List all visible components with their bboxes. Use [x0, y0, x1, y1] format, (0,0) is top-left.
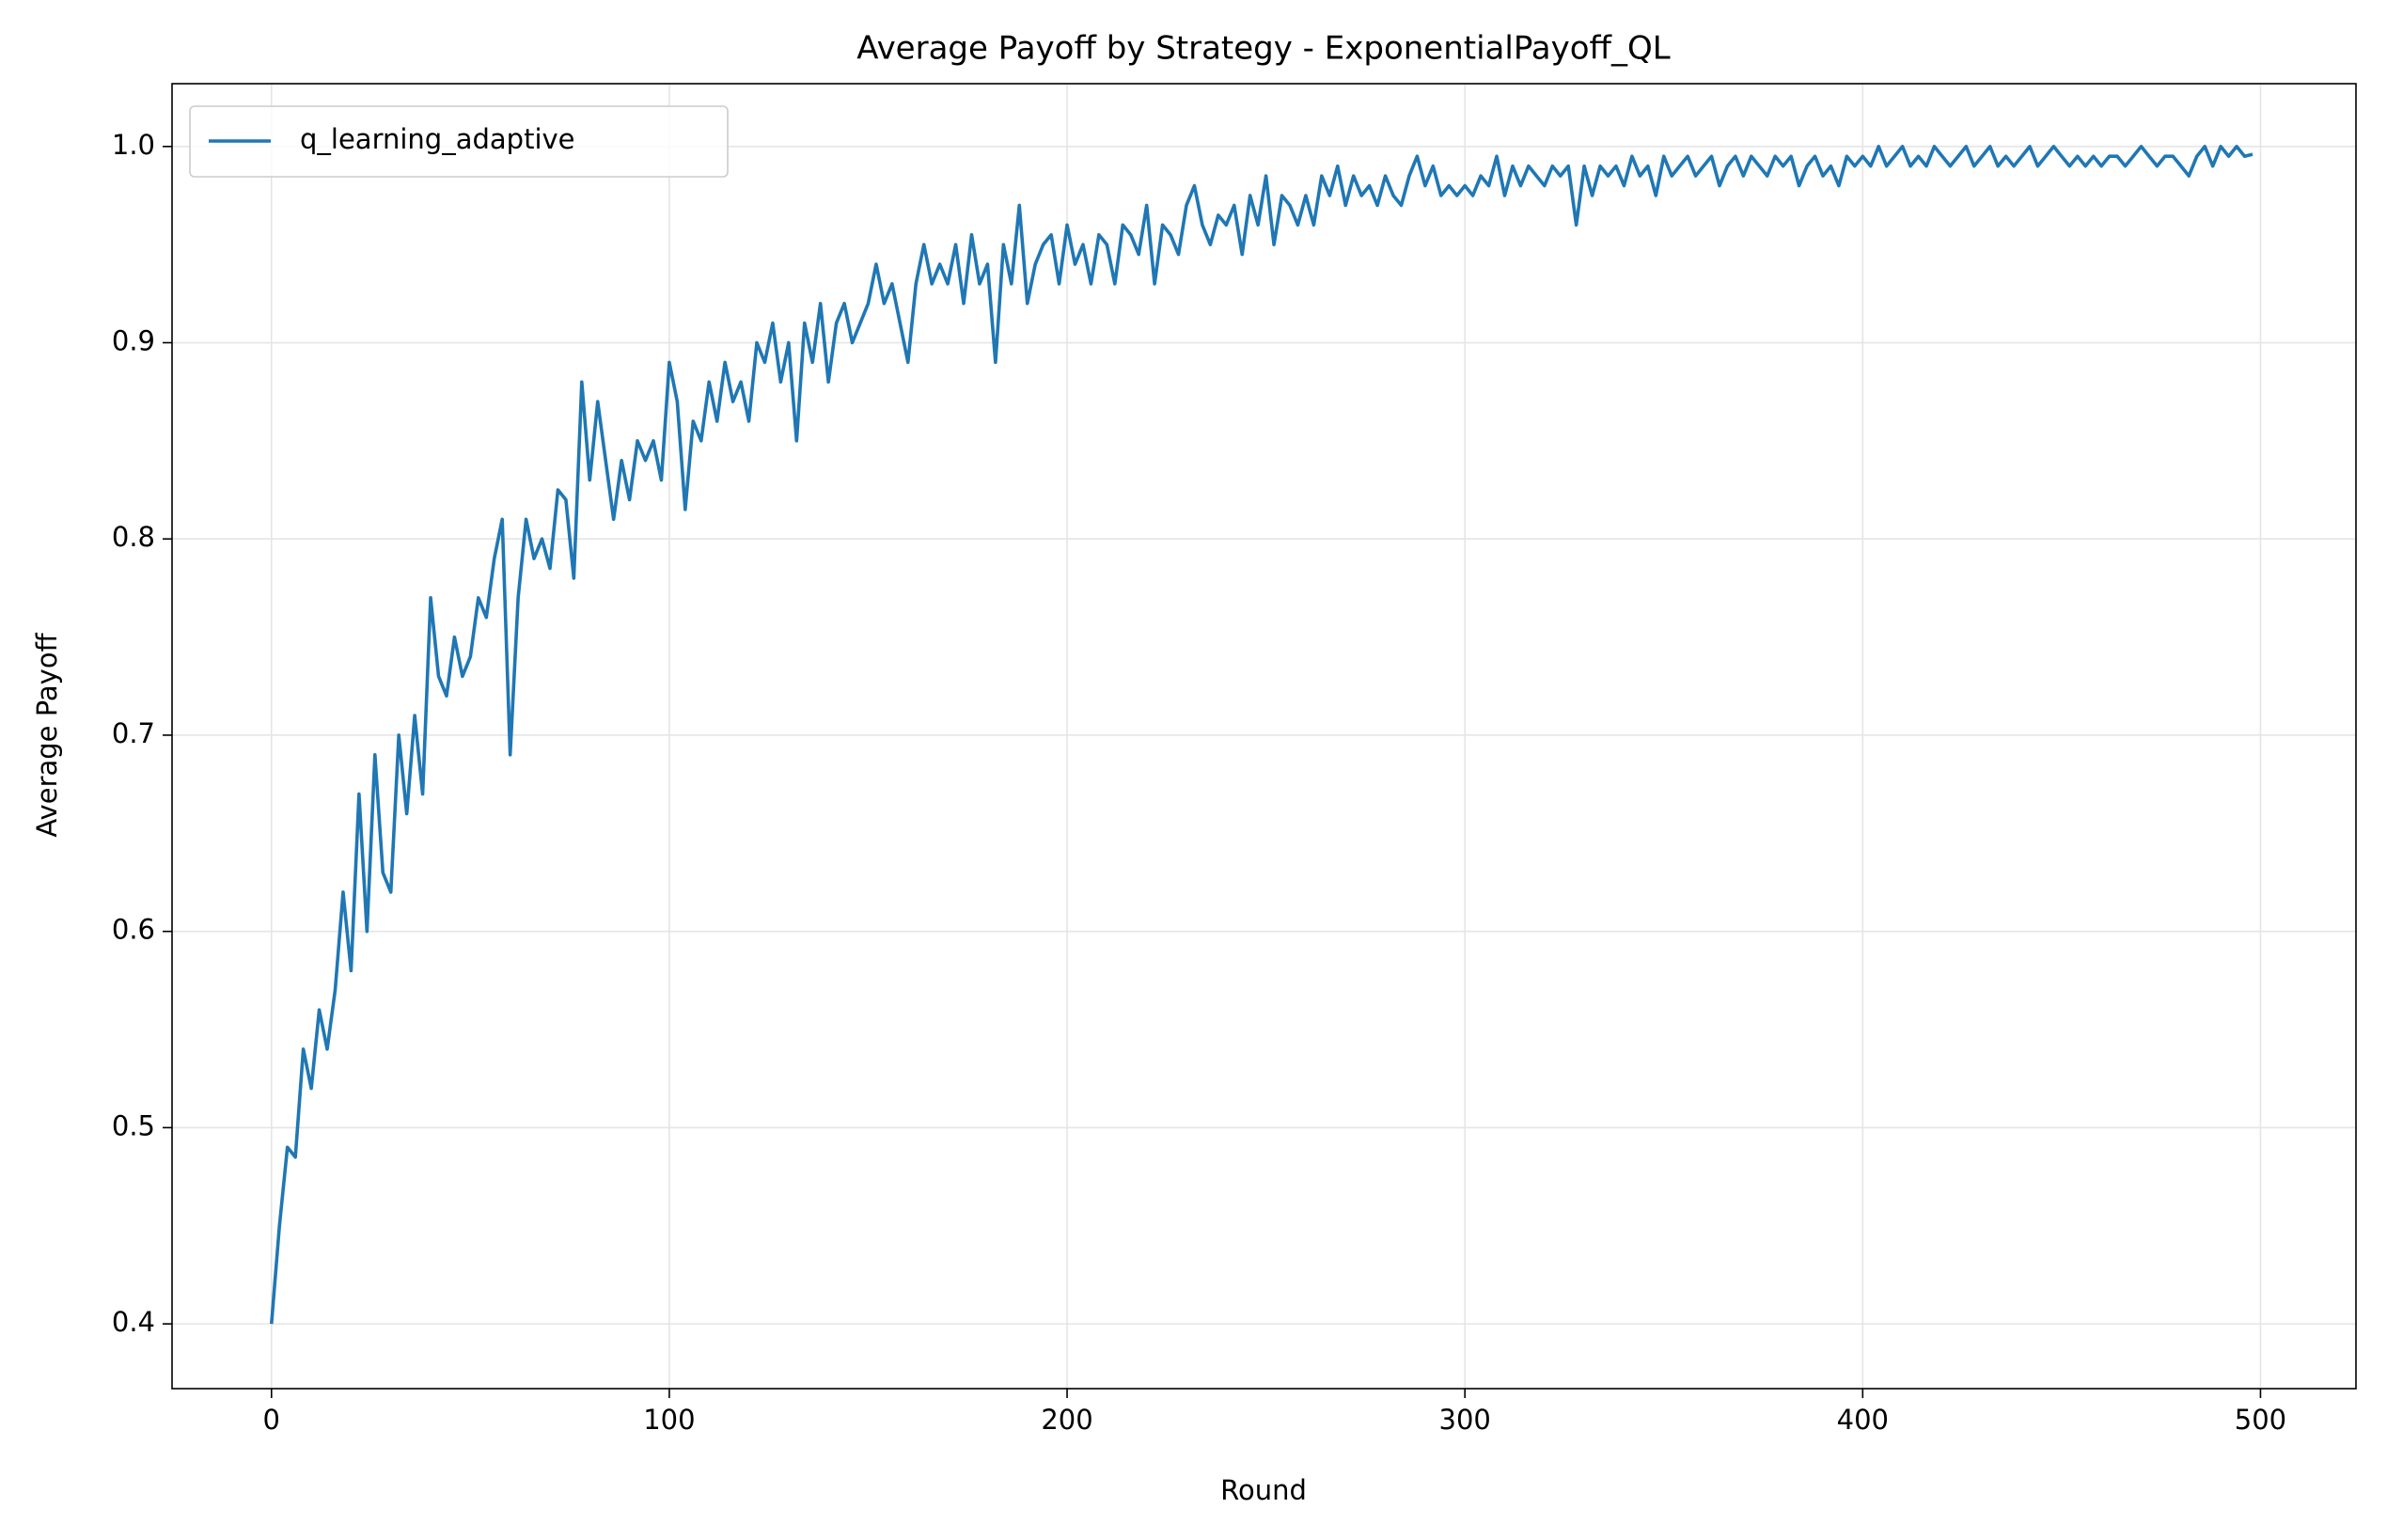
- chart-title: Average Payoff by Strategy - Exponential…: [856, 30, 1670, 68]
- data-line: [269, 144, 2254, 1325]
- x-tick-label: 300: [1439, 1404, 1491, 1436]
- x-tick-label: 100: [643, 1404, 695, 1436]
- y-tick-label: 0.9: [112, 325, 155, 357]
- y-tick-label: 1.0: [112, 129, 155, 161]
- x-tick-label: 500: [2235, 1404, 2286, 1436]
- y-axis-label: Average Payoff: [31, 632, 63, 837]
- y-tick-label: 0.4: [112, 1306, 155, 1338]
- x-tick-label: 200: [1041, 1404, 1092, 1436]
- y-tick-label: 0.8: [112, 521, 155, 553]
- y-tick-label: 0.7: [112, 717, 155, 749]
- x-axis-label: Round: [1220, 1474, 1307, 1506]
- legend-box: [189, 105, 729, 178]
- y-tick-label: 0.6: [112, 914, 155, 946]
- x-tick-label: 0: [263, 1404, 280, 1436]
- plot-frame: [171, 83, 2357, 1390]
- x-tick-label: 400: [1837, 1404, 1889, 1436]
- y-tick-label: 0.5: [112, 1109, 155, 1141]
- legend-label: q_learning_adaptive: [300, 123, 575, 155]
